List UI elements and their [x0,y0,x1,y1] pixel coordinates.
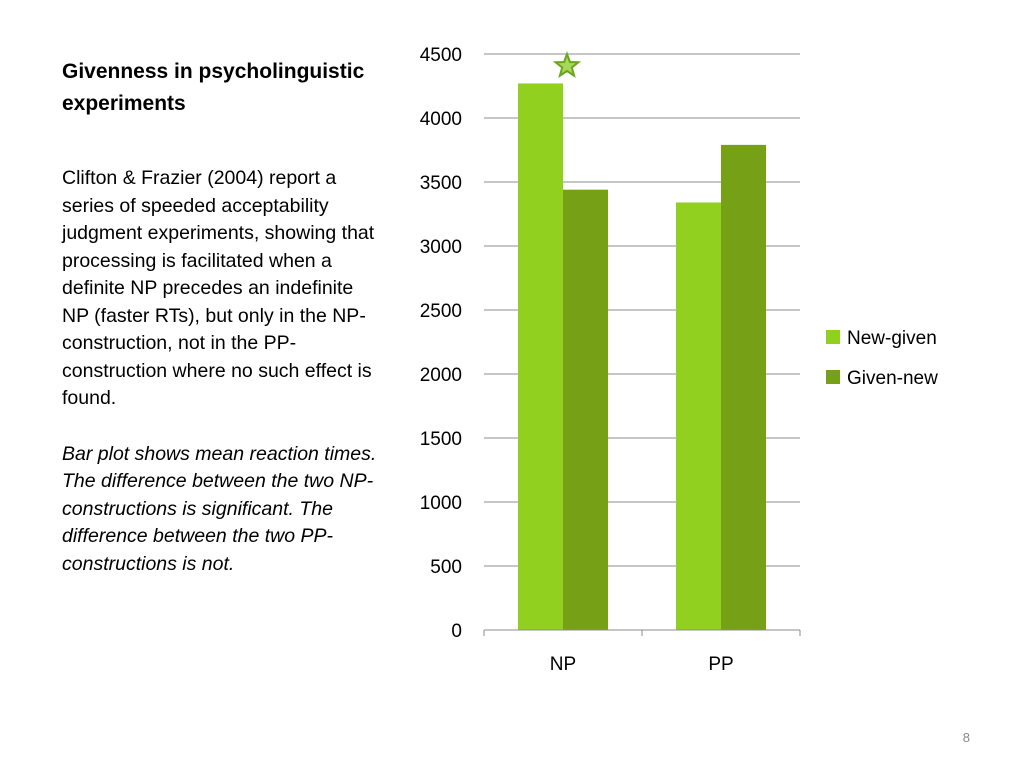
legend-label: Given-new [847,368,938,389]
x-tick-label: NP [550,654,576,675]
legend-swatch [826,370,840,384]
y-tick-label: 4500 [420,45,462,66]
y-tick-label: 2000 [420,365,462,386]
slide-title: Givenness in psycholinguistic experiment… [62,60,365,115]
x-axis [483,629,801,636]
y-tick-label: 1500 [420,429,462,450]
bar-pp-new-given [676,202,721,631]
x-axis-tick-labels: NP PP [550,654,734,675]
y-axis-tick-labels: 0 500 1000 1500 2000 2500 3000 3500 4000 4500 [420,45,462,642]
y-tick-label: 3500 [420,173,462,194]
bar-np-new-given [518,83,563,630]
body-paragraph: Clifton & Frazier (2004) report a series… [62,167,375,409]
y-tick-label: 500 [430,557,462,578]
star-icon [552,51,582,79]
chart-legend: New-given Given-new [826,328,938,389]
slide-body: Clifton & Frazier (2004) report a series… [62,165,384,578]
y-tick-label: 4000 [420,109,462,130]
y-tick-label: 3000 [420,237,462,258]
legend-label: New-given [847,328,937,349]
slide-number: 8 [962,730,970,745]
chart-annotation [552,51,582,79]
bar-np-given-new [563,189,608,630]
chart-note: Bar plot shows mean reaction times. The … [62,442,377,575]
y-tick-label: 0 [451,621,462,642]
y-tick-label: 1000 [420,493,462,514]
legend-swatch [826,330,840,344]
chart-bars [518,83,766,631]
x-tick-label: PP [708,654,733,675]
bar-pp-given-new [721,144,766,630]
y-tick-label: 2500 [420,301,462,322]
